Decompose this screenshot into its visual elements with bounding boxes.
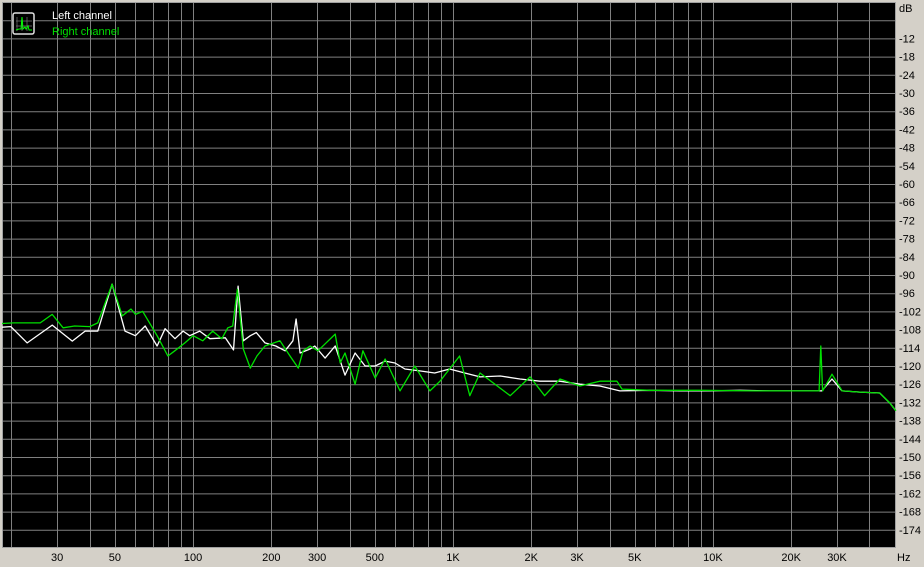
legend: Left channel Right channel: [12, 10, 119, 38]
y-tick-label: -72: [899, 215, 915, 227]
grid: [2, 2, 896, 548]
x-tick-label: 100: [184, 552, 202, 564]
y-tick-label: -30: [899, 88, 915, 100]
y-tick-label: -162: [899, 488, 921, 500]
x-axis-label: Hz: [897, 552, 910, 564]
y-tick-label: -24: [899, 70, 915, 82]
x-tick-label: 20K: [781, 552, 801, 564]
y-tick-label: -66: [899, 197, 915, 209]
x-tick-labels: 30 50 100 200 300 500 1K 2K 3K 5K 10K 20K 30K: [51, 552, 847, 564]
y-tick-label: -12: [899, 33, 915, 45]
legend-left-channel: Left channel: [52, 10, 112, 22]
series-line-right-channel: [1, 283, 897, 412]
x-tick-label: 10K: [703, 552, 723, 564]
y-tick-label: -138: [899, 416, 921, 428]
y-tick-label: -102: [899, 306, 921, 318]
series-group: [1, 283, 897, 412]
plot-border: [2, 2, 896, 548]
y-tick-label: -18: [899, 52, 915, 64]
y-tick-label: -84: [899, 252, 915, 264]
y-tick-label: -168: [899, 507, 921, 519]
y-tick-label: -174: [899, 525, 921, 537]
y-tick-label: -120: [899, 361, 921, 373]
y-axis-label: dB: [899, 3, 912, 15]
legend-chart-icon: [12, 12, 35, 35]
y-tick-label: -42: [899, 124, 915, 136]
y-tick-label: -144: [899, 434, 921, 446]
y-tick-label: -156: [899, 470, 921, 482]
y-tick-label: -78: [899, 234, 915, 246]
legend-right-channel: Right channel: [52, 26, 119, 38]
x-tick-label: 1K: [446, 552, 460, 564]
y-tick-label: -132: [899, 397, 921, 409]
y-tick-label: -150: [899, 452, 921, 464]
y-tick-label: -48: [899, 143, 915, 155]
x-tick-label: 3K: [570, 552, 584, 564]
y-tick-label: -114: [899, 343, 920, 355]
x-tick-label: 50: [109, 552, 121, 564]
y-tick-labels: -12 -18 -24 -30 -36 -42 -48 -54 -60 -66 -72 -78 -84 -…: [899, 33, 921, 536]
y-tick-label: -36: [899, 106, 915, 118]
y-tick-label: -108: [899, 325, 921, 337]
y-tick-label: -126: [899, 379, 921, 391]
x-tick-label: 500: [366, 552, 384, 564]
x-tick-label: 30K: [827, 552, 847, 564]
x-tick-label: 200: [262, 552, 280, 564]
x-tick-label: 300: [308, 552, 326, 564]
y-tick-label: -90: [899, 270, 915, 282]
x-tick-label: 5K: [628, 552, 642, 564]
y-tick-label: -60: [899, 179, 915, 191]
y-tick-label: -96: [899, 288, 915, 300]
x-tick-label: 30: [51, 552, 63, 564]
y-tick-label: -54: [899, 161, 915, 173]
x-tick-label: 2K: [525, 552, 539, 564]
